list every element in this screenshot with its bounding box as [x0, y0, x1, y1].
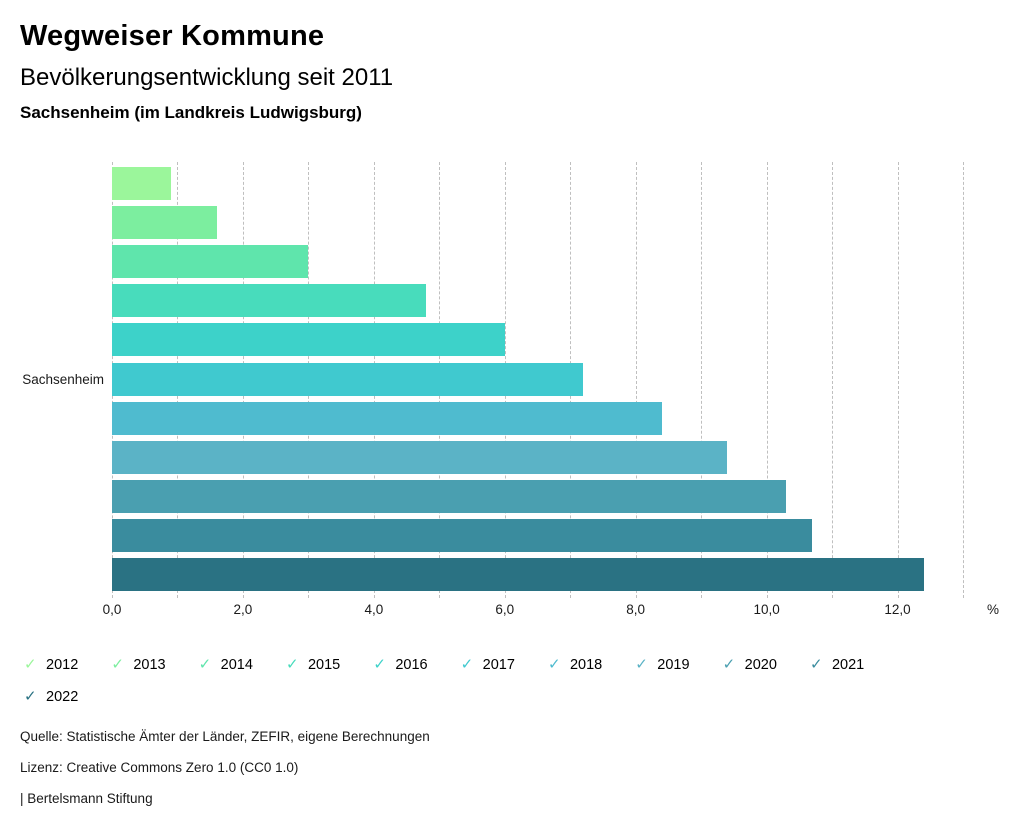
- bar-2014[interactable]: [112, 245, 309, 279]
- bar-2015[interactable]: [112, 284, 427, 318]
- checkmark-icon: ✓: [198, 656, 212, 673]
- page-title: Wegweiser Kommune: [20, 20, 325, 52]
- x-tick-label: 6,0: [495, 602, 515, 617]
- checkmark-icon: ✓: [373, 656, 386, 673]
- checkmark-icon: ✓: [24, 688, 37, 705]
- checkmark-icon: ✓: [460, 656, 474, 673]
- legend-item-2019[interactable]: ✓ 2019: [635, 656, 689, 674]
- legend-item-2021[interactable]: ✓ 2021: [810, 656, 864, 674]
- bar-2020[interactable]: [112, 479, 787, 513]
- legend-item-2018[interactable]: ✓ 2018: [548, 656, 602, 674]
- gridline: [635, 162, 637, 598]
- x-tick-label: 12,0: [884, 602, 911, 617]
- legend-year-label: 2018: [569, 657, 603, 673]
- checkmark-icon: ✓: [809, 656, 823, 673]
- x-tick-label: 8,0: [626, 602, 646, 617]
- legend-item-2020[interactable]: ✓ 2020: [723, 656, 777, 674]
- y-axis-category-label: Sachsenheim: [22, 372, 104, 387]
- legend-item-2017[interactable]: ✓ 2017: [461, 656, 515, 674]
- legend-year-label: 2021: [831, 657, 865, 673]
- legend-year-label: 2017: [482, 657, 515, 673]
- attribution-note: | Bertelsmann Stiftung: [20, 791, 153, 806]
- gridline: [766, 162, 768, 598]
- checkmark-icon: ✓: [24, 656, 37, 673]
- legend-year-label: 2022: [46, 689, 79, 705]
- bar-2018[interactable]: [112, 401, 662, 435]
- legend-year-label: 2012: [46, 657, 79, 673]
- x-tick-label: 10,0: [753, 602, 780, 617]
- checkmark-icon: ✓: [547, 656, 561, 673]
- bar-2017[interactable]: [112, 362, 584, 396]
- legend-year-label: 2019: [657, 657, 690, 673]
- legend-year-label: 2020: [744, 657, 777, 673]
- x-tick-label: 2,0: [233, 602, 253, 617]
- bar-2012[interactable]: [112, 167, 171, 200]
- gridline: [963, 162, 964, 598]
- bar-2022[interactable]: [112, 558, 924, 591]
- legend-year-label: 2014: [220, 657, 253, 673]
- checkmark-icon: ✓: [285, 656, 299, 673]
- legend-year-label: 2016: [395, 657, 428, 673]
- legend-item-2012[interactable]: ✓ 2012: [24, 656, 78, 674]
- legend-item-2014[interactable]: ✓ 2014: [199, 656, 253, 674]
- gridline: [897, 162, 899, 598]
- bar-2013[interactable]: [112, 206, 217, 240]
- license-note: Lizenz: Creative Commons Zero 1.0 (CC0 1…: [20, 760, 299, 775]
- bar-2019[interactable]: [112, 440, 728, 474]
- legend-item-2022[interactable]: ✓ 2022: [24, 688, 78, 706]
- x-tick-label: 4,0: [364, 602, 384, 617]
- chart-title: Bevölkerungsentwicklung seit 2011: [20, 64, 394, 91]
- x-tick-label: 0,0: [102, 602, 122, 617]
- plot-area: [112, 162, 964, 598]
- legend-item-2013[interactable]: ✓ 2013: [111, 656, 165, 674]
- x-axis-unit-label: %: [986, 602, 999, 617]
- legend-item-2015[interactable]: ✓ 2015: [286, 656, 340, 674]
- checkmark-icon: ✓: [635, 656, 648, 673]
- checkmark-icon: ✓: [111, 656, 124, 673]
- legend-item-2016[interactable]: ✓ 2016: [373, 656, 427, 674]
- gridline: [832, 162, 834, 598]
- legend: ✓ 2012 ✓ 2013 ✓ 2014 ✓ 2015 ✓ 2016 ✓ 2017 ✓ 2018 ✓ 2019…: [24, 656, 1004, 716]
- legend-year-label: 2015: [307, 657, 341, 673]
- region-subtitle: Sachsenheim (im Landkreis Ludwigsburg): [20, 103, 362, 122]
- bar-2016[interactable]: [112, 323, 505, 357]
- bar-2021[interactable]: [112, 518, 813, 552]
- source-note: Quelle: Statistische Ämter der Länder, Z…: [20, 729, 430, 744]
- gridline: [701, 162, 703, 598]
- legend-year-label: 2013: [133, 657, 166, 673]
- checkmark-icon: ✓: [722, 656, 736, 673]
